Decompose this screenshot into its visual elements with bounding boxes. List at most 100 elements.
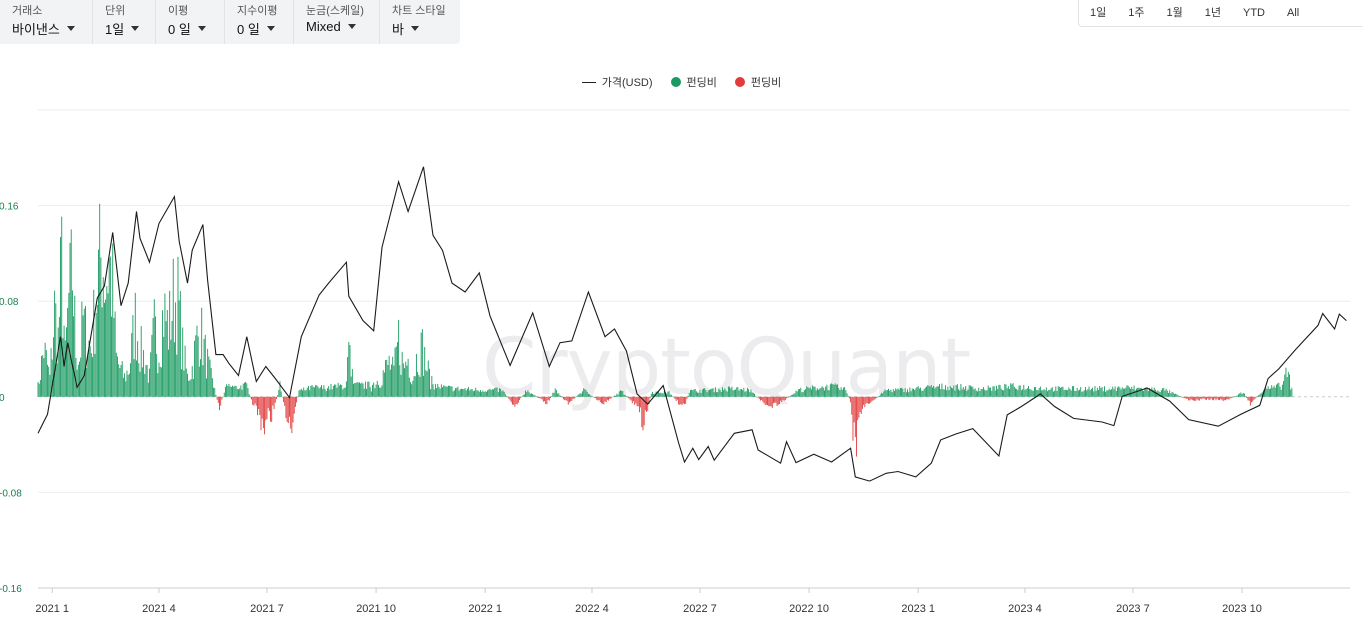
funding-bar: [415, 353, 417, 397]
funding-bar: [579, 393, 581, 397]
funding-bar: [1007, 386, 1009, 397]
funding-bar: [173, 342, 175, 397]
funding-bar: [152, 318, 154, 397]
ema-select[interactable]: 지수이평 0 일: [225, 0, 294, 44]
funding-bar: [961, 389, 963, 397]
range-button-1d[interactable]: 1일: [1090, 7, 1107, 19]
funding-bar: [969, 385, 971, 397]
funding-bar: [446, 386, 448, 397]
funding-bar: [261, 396, 263, 419]
funding-bar: [1214, 396, 1216, 399]
funding-bar: [419, 376, 421, 397]
funding-bar: [144, 373, 146, 397]
funding-bar: [348, 342, 350, 397]
legend-item-funding-negative[interactable]: 펀딩비: [734, 74, 782, 90]
funding-bar: [1178, 395, 1180, 397]
funding-bar: [315, 385, 317, 397]
exchange-select[interactable]: 거래소 바이낸스: [0, 0, 93, 44]
funding-bar: [425, 370, 427, 397]
funding-bar: [1264, 390, 1266, 397]
funding-bar: [1277, 383, 1279, 397]
funding-bar: [675, 396, 677, 401]
funding-bar: [302, 390, 303, 397]
funding-bar: [55, 303, 57, 397]
funding-bar: [366, 388, 368, 397]
funding-bar: [550, 396, 551, 399]
funding-bar: [529, 393, 531, 397]
funding-bar: [39, 380, 41, 397]
funding-bar: [852, 396, 854, 441]
funding-bar: [404, 368, 406, 397]
funding-bar: [795, 390, 797, 397]
range-button-1y[interactable]: 1년: [1204, 7, 1221, 19]
unit-label: 단위: [105, 5, 126, 17]
legend-label-funding-negative: 펀딩비: [750, 77, 782, 89]
funding-bar: [497, 391, 499, 397]
chevron-down-icon: [66, 26, 75, 31]
funding-bar: [1285, 367, 1287, 397]
funding-bar: [606, 396, 608, 400]
range-button-all[interactable]: All: [1287, 7, 1300, 19]
funding-bar: [300, 388, 302, 397]
funding-bar: [351, 368, 353, 397]
funding-bar: [737, 387, 739, 397]
funding-bar: [646, 396, 647, 412]
funding-bar: [712, 388, 714, 397]
funding-bar: [1047, 391, 1048, 397]
funding-bar: [93, 289, 95, 397]
funding-bar: [980, 388, 982, 397]
funding-bar: [1067, 390, 1069, 397]
funding-bar: [171, 320, 173, 397]
funding-bar: [1176, 394, 1178, 397]
funding-bar: [998, 384, 1000, 397]
funding-bar: [477, 390, 479, 397]
funding-bar: [648, 396, 650, 405]
funding-bar: [1101, 386, 1103, 397]
chart-style-select[interactable]: 차트 스타일 바: [380, 0, 460, 44]
funding-bar: [73, 316, 75, 397]
funding-bar: [1020, 390, 1022, 397]
funding-bar: [482, 390, 484, 397]
funding-bar: [985, 390, 987, 397]
funding-bar: [1081, 391, 1083, 397]
unit-select[interactable]: 단위 1일: [93, 0, 156, 44]
legend-item-price[interactable]: 가격(USD): [581, 74, 653, 90]
funding-bar: [532, 393, 534, 397]
funding-bar: [1240, 392, 1242, 397]
funding-bar: [153, 299, 155, 397]
funding-bar: [706, 392, 708, 397]
funding-bar: [427, 360, 429, 397]
funding-bar: [749, 392, 751, 397]
range-button-1m[interactable]: 1월: [1166, 7, 1183, 19]
funding-bar: [778, 396, 780, 405]
funding-bar: [195, 335, 197, 397]
legend-item-funding-positive[interactable]: 펀딩비: [670, 74, 717, 90]
scale-select[interactable]: 눈금(스케일) Mixed: [294, 0, 380, 44]
funding-bar: [165, 321, 167, 397]
funding-bar: [291, 396, 293, 434]
funding-bar: [395, 346, 397, 397]
range-button-ytd[interactable]: YTD: [1243, 7, 1265, 19]
funding-bar: [610, 396, 612, 399]
funding-bar: [326, 388, 328, 397]
funding-bar: [99, 203, 101, 397]
funding-bar: [814, 386, 816, 397]
funding-bar: [788, 396, 790, 398]
funding-bar: [284, 396, 286, 406]
funding-bar: [62, 338, 64, 397]
funding-bar: [1162, 388, 1164, 397]
funding-bar: [216, 396, 218, 400]
funding-bar: [681, 396, 683, 405]
funding-bar: [1190, 396, 1192, 400]
ma-select[interactable]: 이평 0 일: [156, 0, 225, 44]
funding-bar: [500, 388, 502, 397]
funding-bar: [56, 363, 58, 397]
funding-bar: [608, 396, 610, 401]
funding-bar: [1009, 389, 1010, 397]
funding-bar: [1055, 386, 1057, 397]
chevron-down-icon: [197, 26, 206, 31]
funding-bar: [1112, 386, 1114, 397]
funding-bar: [332, 385, 334, 397]
range-button-1w[interactable]: 1주: [1128, 7, 1145, 19]
funding-bar: [1137, 387, 1139, 397]
